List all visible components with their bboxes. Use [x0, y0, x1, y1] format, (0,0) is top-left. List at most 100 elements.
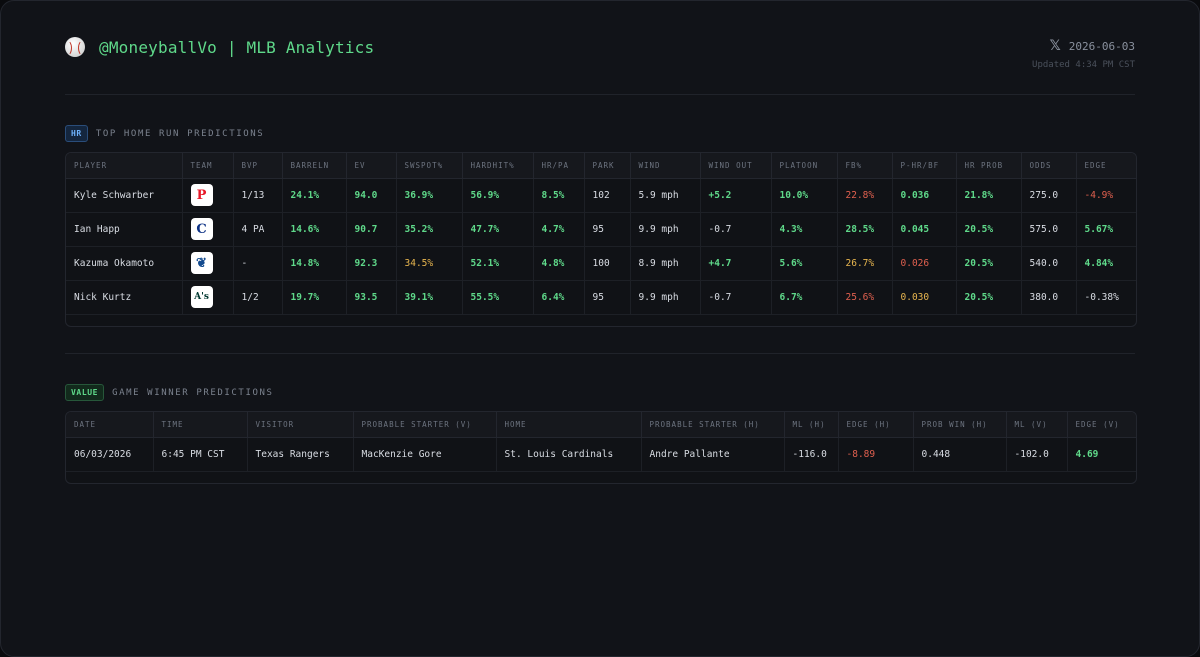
park-cell: 95	[584, 212, 631, 247]
page-title: @MoneyballVo | MLB Analytics	[99, 37, 375, 57]
column-header[interactable]: EDGE	[1076, 153, 1136, 179]
team-logo-icon: P	[190, 184, 213, 206]
odds-cell: 380.0	[1021, 280, 1077, 315]
swspot-cell: 34.5%	[396, 246, 463, 281]
wind-cell: 8.9 mph	[630, 246, 701, 281]
player-name: Kyle Schwarber	[66, 178, 183, 213]
ev-cell: 93.5	[346, 280, 397, 315]
column-header[interactable]: EDGE (V)	[1067, 412, 1136, 438]
value-badge: VALUE	[65, 384, 105, 401]
starter-h-cell: Andre Pallante	[641, 437, 785, 472]
hardhit-cell: 52.1%	[462, 246, 534, 281]
column-header[interactable]: WIND OUT	[700, 153, 772, 179]
edge-cell: -0.38%	[1076, 280, 1136, 315]
fb-cell: 28.5%	[837, 212, 893, 247]
column-header[interactable]: HARDHIT%	[462, 153, 534, 179]
edge-h-cell: -8.89	[838, 437, 914, 472]
edge-cell: 5.67%	[1076, 212, 1136, 247]
edge-cell: 4.84%	[1076, 246, 1136, 281]
brand: @MoneyballVo | MLB Analytics	[65, 37, 374, 57]
date-cell: 06/03/2026	[66, 437, 154, 472]
team-logo-icon: A's	[190, 286, 213, 308]
team-logo-icon: C	[190, 218, 213, 240]
bvp-cell: 1/13	[233, 178, 283, 213]
section-divider	[65, 353, 1135, 354]
column-header[interactable]: HOME	[496, 412, 642, 438]
updated-timestamp: Updated 4:34 PM CST	[1032, 60, 1135, 70]
wind-out-cell: -0.7	[700, 212, 772, 247]
wind-out-cell: +4.7	[700, 246, 772, 281]
column-header[interactable]: ML (H)	[784, 412, 839, 438]
team-cell: ❦	[182, 246, 234, 281]
hrpa-cell: 4.7%	[533, 212, 585, 247]
barreln-cell: 19.7%	[282, 280, 347, 315]
table-row: Kazuma Okamoto ❦ -14.8% 92.3 34.5% 52.1% 4.8% 1…	[66, 246, 1136, 281]
phrbf-cell: 0.030	[892, 280, 957, 315]
column-header[interactable]: ML (V)	[1006, 412, 1068, 438]
wind-out-cell: -0.7	[700, 280, 772, 315]
column-header[interactable]: EDGE (H)	[838, 412, 914, 438]
visitor-cell: Texas Rangers	[247, 437, 354, 472]
hr-section-header: HR TOP HOME RUN PREDICTIONS	[65, 125, 264, 142]
swspot-cell: 36.9%	[396, 178, 463, 213]
column-header[interactable]: ODDS	[1021, 153, 1077, 179]
column-header[interactable]: DATE	[66, 412, 154, 438]
wind-cell: 9.9 mph	[630, 280, 701, 315]
column-header[interactable]: PLAYER	[66, 153, 183, 179]
hrprob-cell: 21.8%	[956, 178, 1022, 213]
header-meta: 𝕏 2026-06-03 Updated 4:34 PM CST	[1032, 38, 1135, 70]
column-header[interactable]: HR PROB	[956, 153, 1022, 179]
column-header[interactable]: EV	[346, 153, 397, 179]
table-row: Ian Happ C 4 PA 14.6% 90.7 35.2% 47.7% 4.7% 95 9.…	[66, 212, 1136, 247]
platoon-cell: 5.6%	[771, 246, 838, 281]
starter-v-cell: MacKenzie Gore	[353, 437, 497, 472]
hrpa-cell: 4.8%	[533, 246, 585, 281]
column-header[interactable]: VISITOR	[247, 412, 354, 438]
column-header[interactable]: PROB WIN (H)	[913, 412, 1007, 438]
park-cell: 95	[584, 280, 631, 315]
value-table-header: DATE TIME VISITOR PROBABLE STARTER (V) HOME P…	[66, 412, 1136, 438]
fb-cell: 26.7%	[837, 246, 893, 281]
bvp-cell: 1/2	[233, 280, 283, 315]
hrprob-cell: 20.5%	[956, 246, 1022, 281]
park-cell: 100	[584, 246, 631, 281]
hr-section-title: TOP HOME RUN PREDICTIONS	[95, 128, 265, 139]
column-header[interactable]: TIME	[153, 412, 248, 438]
column-header[interactable]: WIND	[630, 153, 701, 179]
x-logo-icon[interactable]: 𝕏	[1049, 38, 1061, 54]
column-header[interactable]: PROBABLE STARTER (H)	[641, 412, 785, 438]
phrbf-cell: 0.026	[892, 246, 957, 281]
column-header[interactable]: FB%	[837, 153, 893, 179]
hr-badge: HR	[65, 125, 88, 142]
barreln-cell: 14.8%	[282, 246, 347, 281]
player-name: Nick Kurtz	[66, 280, 183, 315]
table-spacer	[66, 314, 1136, 326]
column-header[interactable]: BVP	[233, 153, 283, 179]
platoon-cell: 4.3%	[771, 212, 838, 247]
barreln-cell: 24.1%	[282, 178, 347, 213]
barreln-cell: 14.6%	[282, 212, 347, 247]
fb-cell: 25.6%	[837, 280, 893, 315]
table-row: 06/03/2026 6:45 PM CST Texas Rangers MacKen…	[66, 437, 1136, 472]
column-header[interactable]: TEAM	[182, 153, 234, 179]
phrbf-cell: 0.045	[892, 212, 957, 247]
ml-v-cell: -102.0	[1006, 437, 1068, 472]
column-header[interactable]: PARK	[584, 153, 631, 179]
hrprob-cell: 20.5%	[956, 280, 1022, 315]
column-header[interactable]: BARRELN	[282, 153, 347, 179]
column-header[interactable]: HR/PA	[533, 153, 585, 179]
platoon-cell: 10.0%	[771, 178, 838, 213]
column-header[interactable]: P-HR/BF	[892, 153, 957, 179]
column-header[interactable]: SWSPOT%	[396, 153, 463, 179]
column-header[interactable]: PROBABLE STARTER (V)	[353, 412, 497, 438]
baseball-icon	[65, 37, 85, 57]
swspot-cell: 39.1%	[396, 280, 463, 315]
platoon-cell: 6.7%	[771, 280, 838, 315]
table-row: Nick Kurtz A's 1/2 19.7% 93.5 39.1% 55.5% 6.4% 9…	[66, 280, 1136, 315]
bvp-cell: 4 PA	[233, 212, 283, 247]
hr-predictions-table: PLAYER TEAM BVP BARRELN EV SWSPOT% HARDHIT% HR/…	[65, 152, 1137, 327]
fb-cell: 22.8%	[837, 178, 893, 213]
ev-cell: 92.3	[346, 246, 397, 281]
column-header[interactable]: PLATOON	[771, 153, 838, 179]
